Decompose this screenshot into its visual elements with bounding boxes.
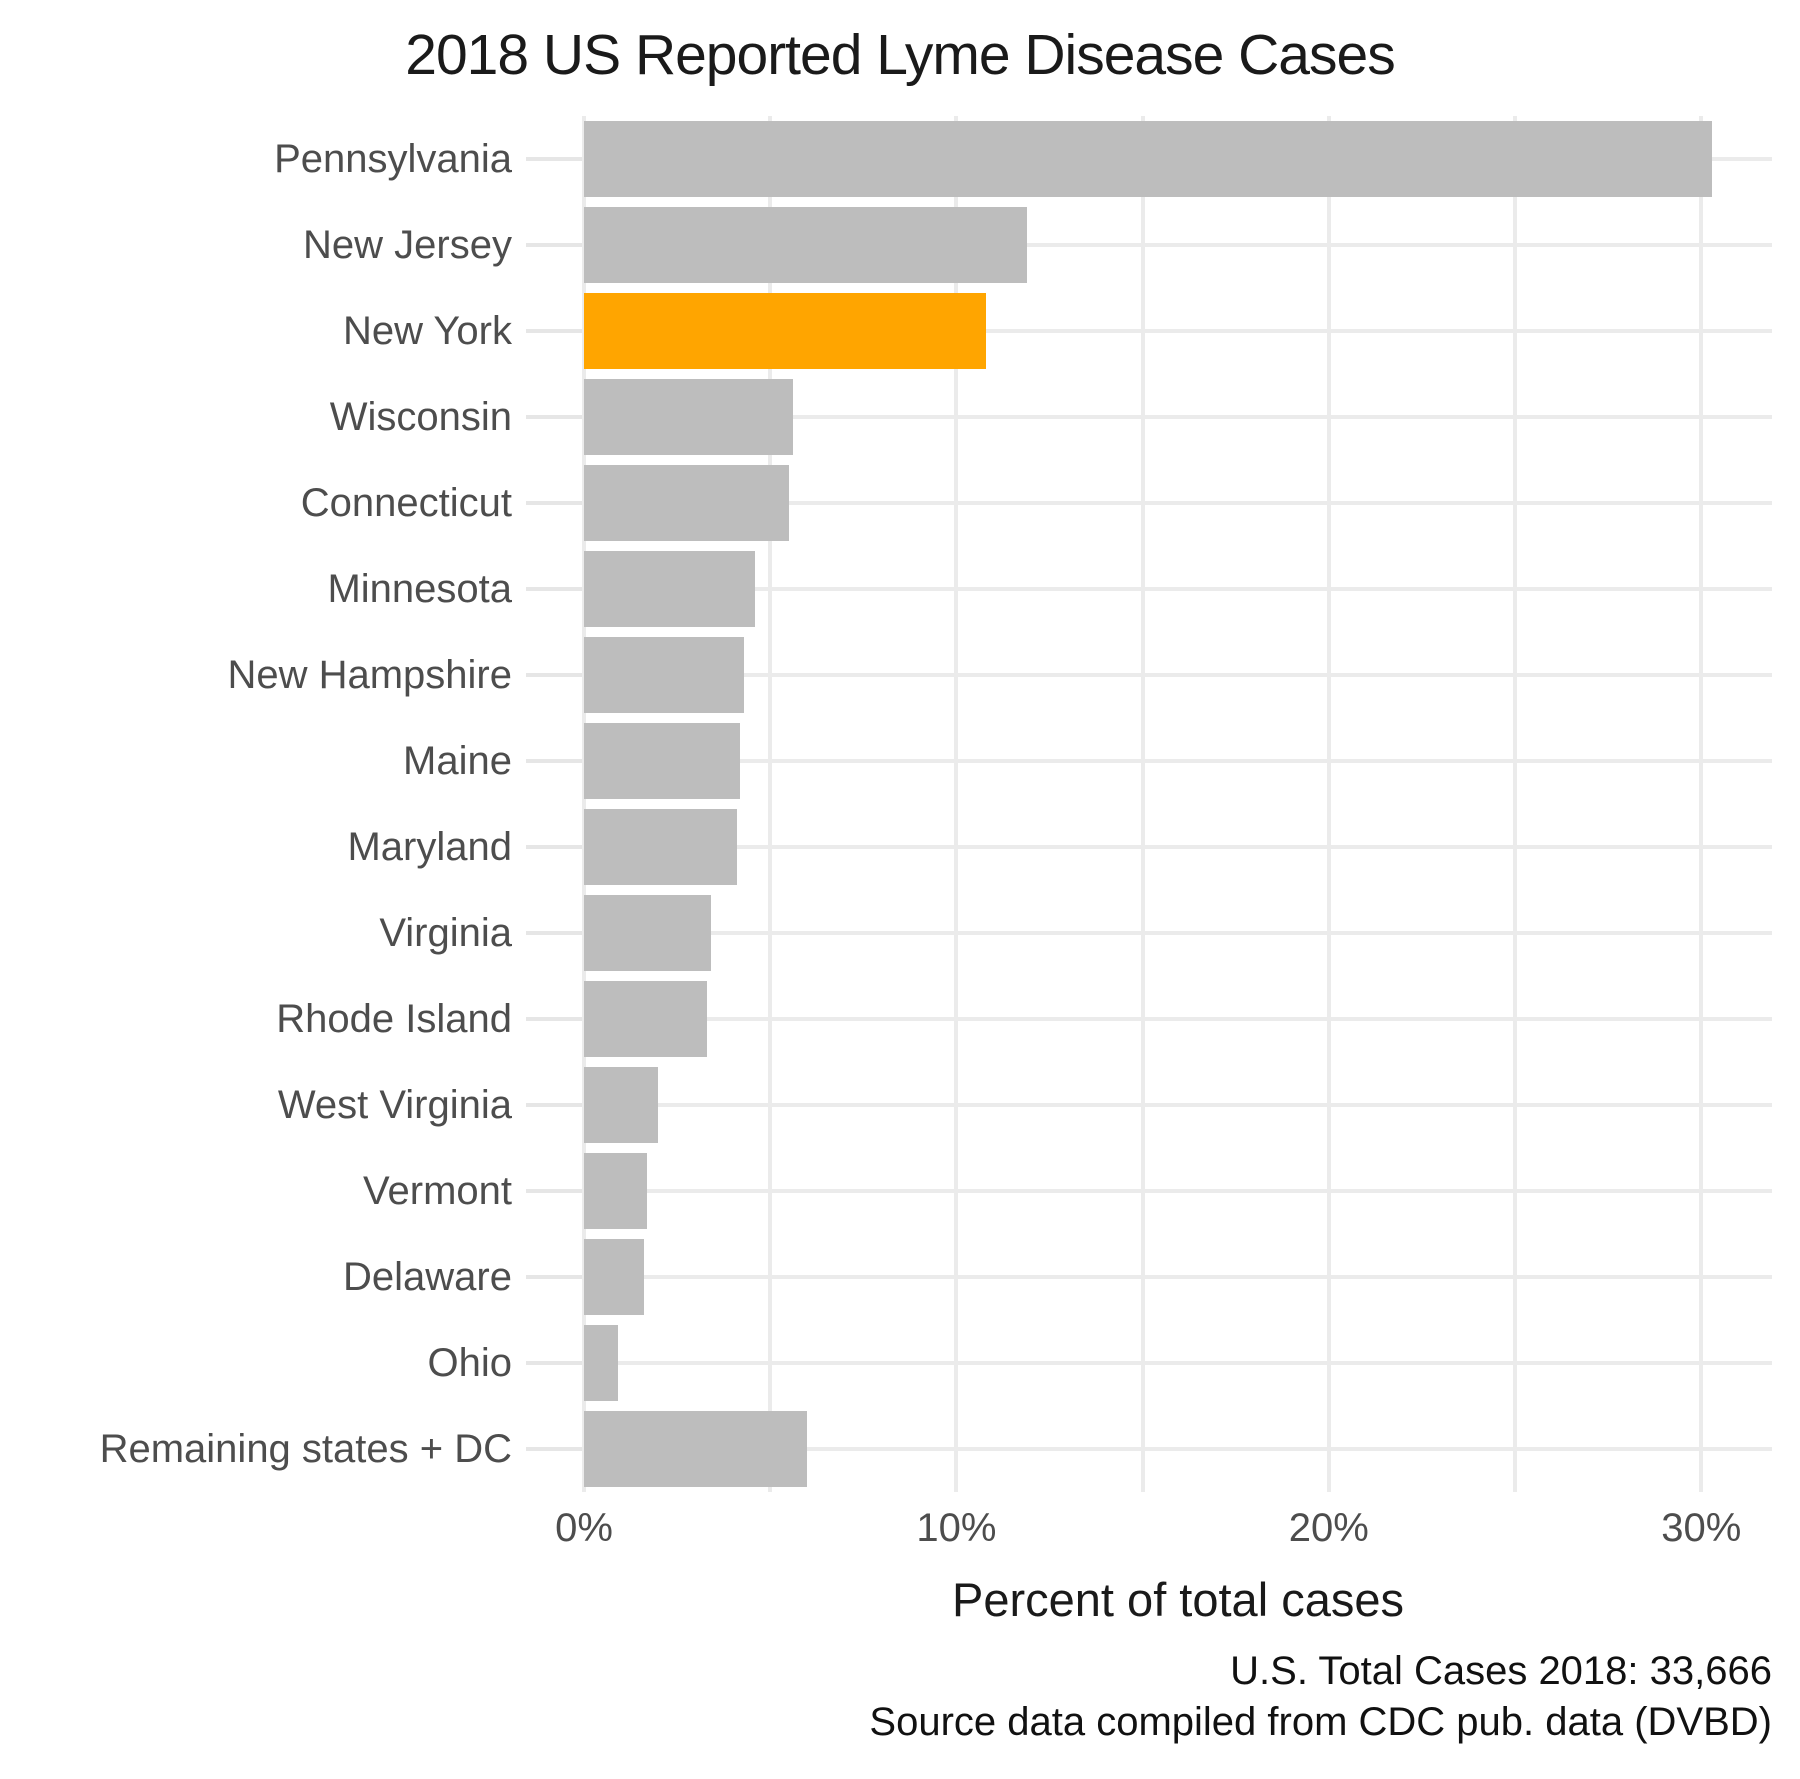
gridline-y-new-york [584, 329, 1772, 333]
bar-remaining-states-dc [584, 1411, 808, 1487]
gridline-x-0 [582, 116, 586, 1492]
bar-maryland [584, 809, 737, 885]
y-tick-new-york [526, 329, 582, 333]
y-tick-new-hampshire [526, 673, 582, 677]
bar-ohio [584, 1325, 618, 1401]
y-label-connecticut: Connecticut [300, 480, 512, 525]
chart-title: 2018 US Reported Lyme Disease Cases [405, 23, 1395, 87]
gridline-y-remaining-states-dc [584, 1447, 1772, 1451]
y-tick-rhode-island [526, 1017, 582, 1021]
y-label-rhode-island: Rhode Island [276, 996, 512, 1041]
y-tick-pennsylvania [526, 157, 582, 161]
gridline-y-maine [584, 759, 1772, 763]
bar-wisconsin [584, 379, 793, 455]
gridline-y-wisconsin [584, 415, 1772, 419]
gridline-x-15 [1140, 116, 1145, 1492]
y-tick-connecticut [526, 501, 582, 505]
caption-total-cases: U.S. Total Cases 2018: 33,666 [1230, 1649, 1772, 1693]
x-axis-tick-labels: 0% 10% 20% 30% [555, 1506, 1772, 1556]
plot-panel [582, 116, 1772, 1492]
gridline-y-rhode-island [584, 1017, 1772, 1021]
bar-virginia [584, 895, 711, 971]
y-label-virginia: Virginia [379, 910, 512, 955]
bar-connecticut [584, 465, 789, 541]
gridline-y-west-virginia [584, 1103, 1772, 1107]
x-tick-label-0: 0% [555, 1506, 613, 1550]
gridline-y-maryland [584, 845, 1772, 849]
y-tick-virginia [526, 931, 582, 935]
y-label-minnesota: Minnesota [327, 566, 512, 611]
bar-maine [584, 723, 741, 799]
bar-rhode-island [584, 981, 707, 1057]
y-tick-wisconsin [526, 415, 582, 419]
y-label-new-york: New York [343, 308, 512, 353]
y-tick-maine [526, 759, 582, 763]
y-label-maine: Maine [403, 738, 512, 783]
gridline-y-minnesota [584, 587, 1772, 591]
gridline-x-25 [1513, 116, 1518, 1492]
y-axis-labels: Pennsylvania New Jersey New York Wisconsin C… [0, 116, 512, 1492]
y-label-new-jersey: New Jersey [303, 222, 512, 267]
gridline-y-ohio [584, 1361, 1772, 1365]
gridline-y-delaware [584, 1275, 1772, 1279]
y-tick-remaining-states-dc [526, 1447, 582, 1451]
y-tick-delaware [526, 1275, 582, 1279]
gridline-x-20 [1326, 116, 1331, 1492]
x-tick-label-20: 20% [1288, 1506, 1369, 1550]
y-label-west-virginia: West Virginia [277, 1082, 512, 1127]
y-label-vermont: Vermont [363, 1168, 512, 1213]
y-label-wisconsin: Wisconsin [329, 394, 512, 439]
y-label-maryland: Maryland [347, 824, 512, 869]
gridline-x-30 [1699, 116, 1704, 1492]
y-tick-west-virginia [526, 1103, 582, 1107]
bar-new-hampshire [584, 637, 745, 713]
y-tick-vermont [526, 1189, 582, 1193]
bar-pennsylvania [584, 121, 1713, 197]
bar-west-virginia [584, 1067, 659, 1143]
gridline-x-5 [768, 116, 773, 1492]
bar-minnesota [584, 551, 756, 627]
gridline-y-new-jersey [584, 243, 1772, 247]
y-axis-ticks [526, 116, 584, 1492]
y-label-pennsylvania: Pennsylvania [274, 136, 512, 181]
gridline-x-10 [954, 116, 959, 1492]
gridline-y-virginia [584, 931, 1772, 935]
y-tick-maryland [526, 845, 582, 849]
y-tick-new-jersey [526, 243, 582, 247]
y-label-ohio: Ohio [427, 1340, 513, 1385]
gridline-y-connecticut [584, 501, 1772, 505]
y-label-delaware: Delaware [343, 1254, 512, 1299]
bar-vermont [584, 1153, 648, 1229]
x-axis-title: Percent of total cases [952, 1573, 1404, 1626]
bar-new-jersey [584, 207, 1028, 283]
caption-source: Source data compiled from CDC pub. data … [869, 1700, 1772, 1744]
x-tick-label-10: 10% [916, 1506, 997, 1550]
y-tick-ohio [526, 1361, 582, 1365]
gridline-y-new-hampshire [584, 673, 1772, 677]
y-tick-minnesota [526, 587, 582, 591]
bar-delaware [584, 1239, 644, 1315]
bar-new-york [584, 293, 987, 369]
x-tick-label-30: 30% [1661, 1506, 1742, 1550]
gridline-y-vermont [584, 1189, 1772, 1193]
caption: U.S. Total Cases 2018: 33,666 Source dat… [172, 1646, 1772, 1748]
y-label-new-hampshire: New Hampshire [227, 652, 512, 697]
y-label-remaining-states-dc: Remaining states + DC [99, 1426, 512, 1471]
